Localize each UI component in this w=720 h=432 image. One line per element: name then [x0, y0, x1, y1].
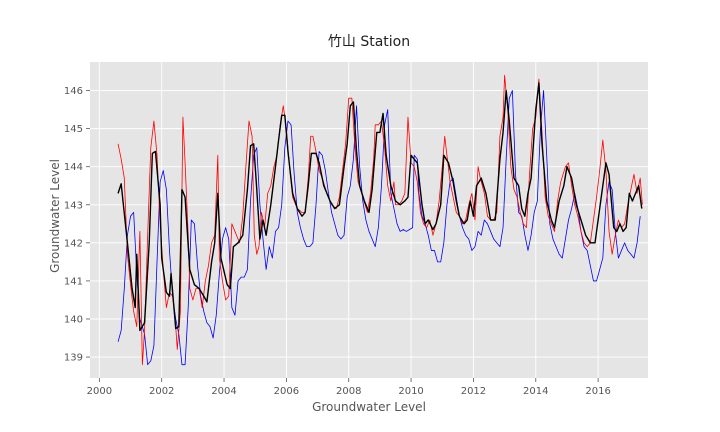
y-tick-label: 142 — [64, 238, 83, 249]
x-tick-label: 2014 — [523, 386, 548, 397]
y-axis: 139 140 141 142 143 144 145 146 — [64, 86, 90, 364]
series-layer — [117, 74, 643, 366]
y-tick-label: 145 — [64, 124, 83, 135]
x-tick-label: 2012 — [461, 386, 486, 397]
x-tick-label: 2006 — [274, 386, 299, 397]
x-tick-label: 2016 — [585, 386, 610, 397]
x-axis-label: Groundwater Level — [312, 400, 426, 414]
chart-title: 竹山 Station — [328, 34, 410, 50]
y-tick-label: 146 — [64, 86, 83, 97]
y-tick-label: 144 — [64, 162, 83, 173]
series-line-black — [117, 82, 643, 332]
y-tick-label: 139 — [64, 353, 83, 364]
x-tick-label: 2002 — [149, 386, 174, 397]
y-tick-label: 140 — [64, 314, 83, 325]
series-line-blue — [117, 90, 641, 366]
x-tick-label: 2008 — [336, 386, 361, 397]
x-tick-label: 2010 — [398, 386, 423, 397]
y-axis-label: Groundwater Level — [48, 159, 62, 273]
x-axis: 2000 2002 2004 2006 2008 2010 2012 2014 2016 — [87, 378, 611, 397]
y-tick-label: 143 — [64, 200, 83, 211]
x-tick-label: 2004 — [211, 386, 236, 397]
y-tick-label: 141 — [64, 276, 83, 287]
x-tick-label: 2000 — [87, 386, 112, 397]
plot-area — [90, 62, 648, 378]
